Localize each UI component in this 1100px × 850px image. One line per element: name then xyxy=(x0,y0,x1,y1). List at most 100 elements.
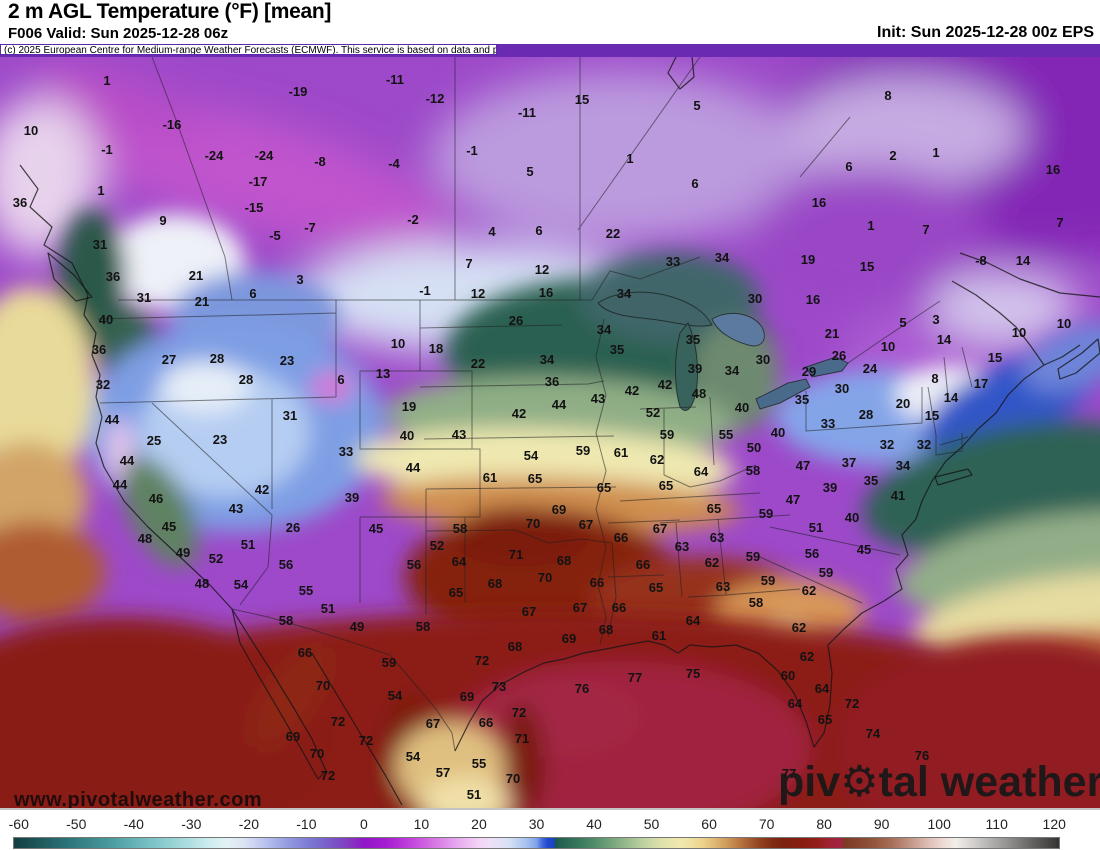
colorbar-gradient xyxy=(13,837,1060,849)
page-title: 2 m AGL Temperature (°F) [mean] xyxy=(8,0,332,23)
temp-value-label: 35 xyxy=(864,473,878,488)
temp-value-label: -8 xyxy=(314,154,326,169)
colorbar-tick: -50 xyxy=(66,816,87,832)
temp-value-label: 65 xyxy=(707,501,721,516)
temp-value-label: 62 xyxy=(792,620,806,635)
temp-value-label: 56 xyxy=(407,557,421,572)
temp-value-label: 70 xyxy=(310,746,324,761)
temp-value-label: 65 xyxy=(818,712,832,727)
temp-value-label: 62 xyxy=(802,583,816,598)
temp-value-label: 68 xyxy=(488,576,502,591)
temp-value-label: 65 xyxy=(659,478,673,493)
temp-value-label: 40 xyxy=(735,400,749,415)
temp-value-label: 71 xyxy=(515,731,529,746)
temp-value-label: 28 xyxy=(239,372,253,387)
temp-value-label: 64 xyxy=(686,613,701,628)
colorbar-tick: 100 xyxy=(927,816,951,832)
temp-value-label: 52 xyxy=(430,538,444,553)
temp-value-label: 51 xyxy=(321,601,335,616)
temp-value-label: 8 xyxy=(931,371,938,386)
temp-value-label: 42 xyxy=(512,406,526,421)
temp-value-label: -1 xyxy=(419,283,431,298)
temp-value-label: 58 xyxy=(746,463,760,478)
temp-value-label: 67 xyxy=(522,604,536,619)
temp-value-label: 10 xyxy=(1057,316,1071,331)
great-lakes xyxy=(597,291,849,411)
temp-value-label: 22 xyxy=(606,226,620,241)
temp-value-label: 45 xyxy=(162,519,176,534)
temp-value-label: 37 xyxy=(842,455,856,470)
temp-value-label: 57 xyxy=(436,765,450,780)
temp-value-label: 64 xyxy=(452,554,467,569)
temp-value-label: 44 xyxy=(113,477,128,492)
temp-value-label: 29 xyxy=(802,364,816,379)
temp-value-label: 77 xyxy=(628,670,642,685)
colorbar-tick: 20 xyxy=(471,816,487,832)
temp-value-label: 67 xyxy=(426,716,440,731)
temp-value-label: 71 xyxy=(509,547,523,562)
temp-value-label: 66 xyxy=(590,575,604,590)
temp-value-label: 26 xyxy=(509,313,523,328)
state-borders xyxy=(97,57,973,752)
temp-value-label: 30 xyxy=(756,352,770,367)
temp-value-label: 10 xyxy=(24,123,38,138)
temp-value-label: -8 xyxy=(975,253,987,268)
temp-value-label: 43 xyxy=(591,391,605,406)
temp-value-label: 2 xyxy=(889,148,896,163)
temp-value-label: 77 xyxy=(782,766,796,781)
colorbar-tick: 110 xyxy=(985,816,1008,832)
temp-value-label: 25 xyxy=(147,433,161,448)
copyright-text: (c) 2025 European Centre for Medium-rang… xyxy=(0,44,497,55)
temp-value-label: 47 xyxy=(796,458,810,473)
temp-value-label: 10 xyxy=(391,336,405,351)
copyright-bar: (c) 2025 European Centre for Medium-rang… xyxy=(0,44,1100,57)
temp-value-label: 72 xyxy=(321,768,335,783)
temp-value-label: -4 xyxy=(388,156,400,171)
colorbar-tick: -40 xyxy=(123,816,144,832)
temp-value-label: 63 xyxy=(716,579,730,594)
temp-value-label: 21 xyxy=(825,326,839,341)
temp-value-label: 56 xyxy=(279,557,293,572)
temp-value-label: 23 xyxy=(280,353,294,368)
temp-value-label: 34 xyxy=(617,286,632,301)
temp-value-label: 26 xyxy=(832,348,846,363)
temp-value-label: 64 xyxy=(815,681,830,696)
temp-value-label: 61 xyxy=(614,445,628,460)
temp-value-label: 22 xyxy=(471,356,485,371)
temp-value-label: 72 xyxy=(475,653,489,668)
temp-value-label: -5 xyxy=(269,228,281,243)
coastlines xyxy=(19,57,1100,806)
temp-value-label: 49 xyxy=(350,619,364,634)
temp-value-label: 15 xyxy=(860,259,874,274)
temp-value-label: 16 xyxy=(812,195,826,210)
temp-value-label: 65 xyxy=(449,585,463,600)
temp-value-label: 19 xyxy=(801,252,815,267)
colorbar-tick: 10 xyxy=(413,816,430,832)
temp-value-label: 34 xyxy=(715,250,730,265)
temp-value-label: 33 xyxy=(666,254,680,269)
temp-value-label: 70 xyxy=(526,516,540,531)
temp-value-label: 66 xyxy=(614,530,628,545)
temp-value-label: 31 xyxy=(93,237,107,252)
temp-value-label: 32 xyxy=(880,437,894,452)
airmass-blobs-large xyxy=(0,57,1100,412)
temp-value-label: 46 xyxy=(149,491,163,506)
temp-value-label: 40 xyxy=(400,428,414,443)
temp-value-label: 69 xyxy=(460,689,474,704)
temp-value-label: 28 xyxy=(859,407,873,422)
temp-value-label: 14 xyxy=(944,390,959,405)
temp-value-label: 39 xyxy=(688,361,702,376)
temp-value-label: 58 xyxy=(749,595,763,610)
temp-value-label: 59 xyxy=(576,443,590,458)
temp-value-label: 41 xyxy=(891,488,905,503)
temp-value-label: 59 xyxy=(660,427,674,442)
temp-value-label: 27 xyxy=(162,352,176,367)
temp-value-label: 72 xyxy=(845,696,859,711)
colorbar-tick: 50 xyxy=(643,816,660,832)
temp-value-label: 54 xyxy=(234,577,249,592)
temp-value-label: 61 xyxy=(652,628,666,643)
temp-value-label: 49 xyxy=(176,545,190,560)
temp-value-label: 1 xyxy=(97,183,104,198)
temp-value-label: 30 xyxy=(835,381,849,396)
